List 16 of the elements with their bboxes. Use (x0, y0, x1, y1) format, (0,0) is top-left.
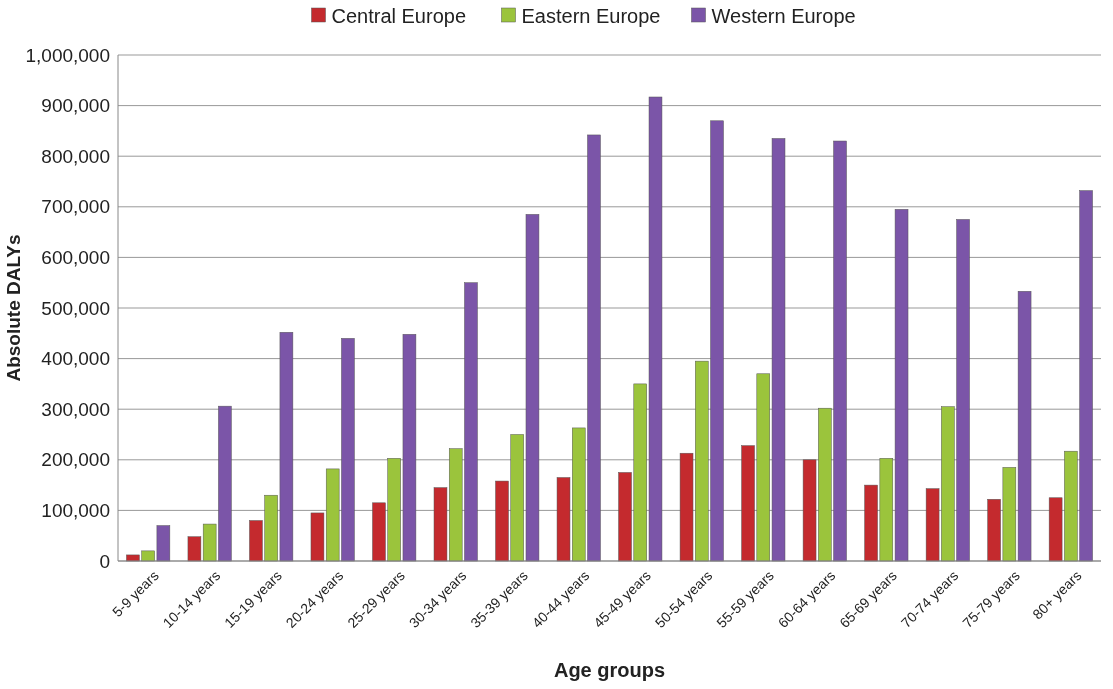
y-tick-label: 200,000 (41, 449, 110, 471)
y-tick-label: 1,000,000 (25, 44, 110, 66)
y-tick-label: 900,000 (41, 95, 110, 117)
legend-label: Western Europe (711, 5, 856, 27)
y-tick-label: 100,000 (41, 500, 110, 522)
y-tick-label: 800,000 (41, 145, 110, 167)
x-axis-title: Age groups (553, 659, 666, 681)
legend-label: Central Europe (331, 5, 467, 27)
y-tick-label: 600,000 (41, 247, 110, 269)
y-tick-label: 500,000 (41, 297, 110, 319)
legend-label: Eastern Europe (521, 5, 661, 27)
y-axis-title: Absolute DALYs (3, 234, 24, 382)
y-tick-label: 0 (99, 550, 110, 572)
y-tick-label: 400,000 (41, 348, 110, 370)
y-tick-label: 300,000 (41, 398, 110, 420)
y-tick-label: 700,000 (41, 196, 110, 218)
